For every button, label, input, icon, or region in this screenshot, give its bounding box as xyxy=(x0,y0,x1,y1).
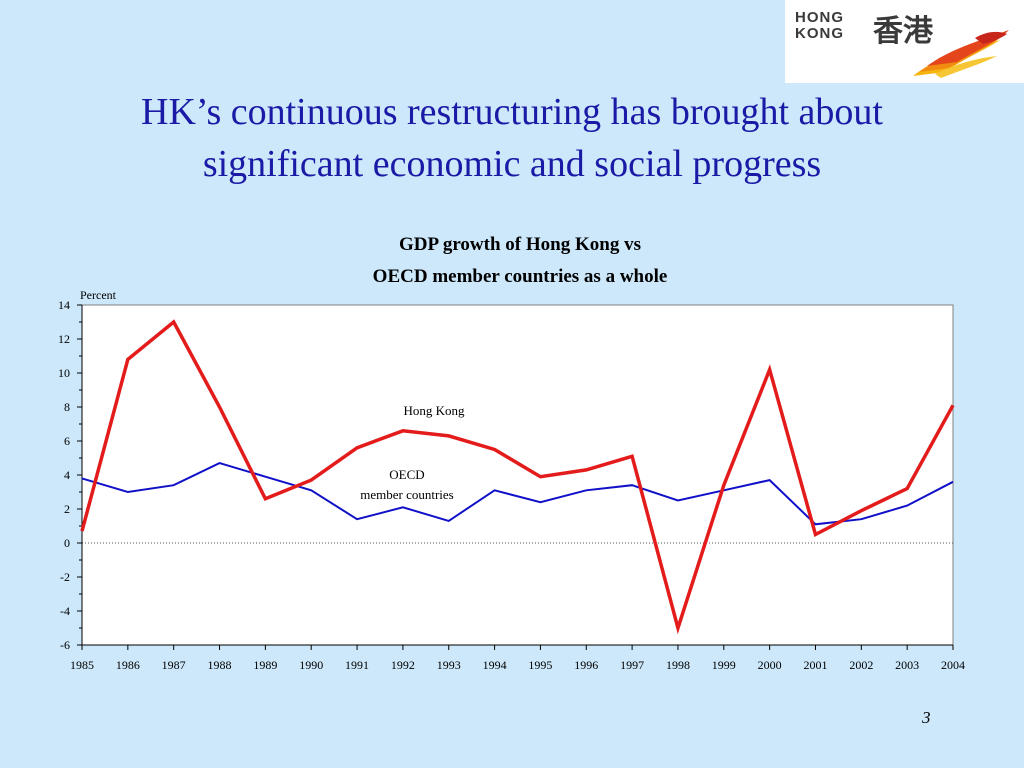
logo-chinese-text: 香港 xyxy=(873,14,933,49)
logo-wordmark: HONG KONG xyxy=(795,10,844,42)
y-tick-label: 8 xyxy=(64,400,70,414)
x-tick-label: 1991 xyxy=(345,658,369,672)
x-tick-label: 1997 xyxy=(620,658,644,672)
dragon-icon xyxy=(913,30,1009,78)
axes: 14 12 10 8 6 4 2 0 -2 -4 -6 Percent 1985 1986 1987 1988… xyxy=(58,288,965,672)
x-tick-label: 1986 xyxy=(116,658,140,672)
x-tick-label: 1989 xyxy=(253,658,277,672)
y-tick-label: 10 xyxy=(58,366,70,380)
plot-area xyxy=(81,304,954,646)
oecd-series-label-line-2: member countries xyxy=(360,487,454,502)
oecd-series-line xyxy=(81,462,954,526)
x-tick-label: 2003 xyxy=(895,658,919,672)
x-tick-label: 1994 xyxy=(483,658,507,672)
x-tick-label: 2002 xyxy=(849,658,873,672)
y-tick-label: 6 xyxy=(64,434,70,448)
y-tick-label: 12 xyxy=(58,332,70,346)
y-tick-label: -2 xyxy=(60,570,70,584)
x-tick-label: 2004 xyxy=(941,658,965,672)
x-tick-label: 1996 xyxy=(574,658,598,672)
x-tick-label: 2001 xyxy=(803,658,827,672)
hong-kong-logo: HONG KONG 香港 xyxy=(785,0,1024,83)
logo-text-hong: HONG xyxy=(795,9,844,26)
hong-kong-series-line xyxy=(80,319,955,635)
logo-text-kong: KONG xyxy=(795,25,844,42)
y-tick-label: 4 xyxy=(64,468,70,482)
y-tick-label: 0 xyxy=(64,536,70,550)
x-tick-label: 1995 xyxy=(528,658,552,672)
y-tick-label: 14 xyxy=(58,298,70,312)
oecd-series-label-line-1: OECD xyxy=(389,467,424,482)
slide-title-line-2: significant economic and social progress xyxy=(202,143,822,185)
chart-title-line-2: OECD member countries as a whole xyxy=(372,266,668,287)
x-tick-label: 1999 xyxy=(712,658,736,672)
slide-title-line-1: HK’s continuous restructuring has brough… xyxy=(141,91,883,133)
y-tick-label: -6 xyxy=(60,638,70,652)
x-tick-label: 1985 xyxy=(70,658,94,672)
slide-title: HK’s continuous restructuring has brough… xyxy=(0,86,1024,190)
series-lines xyxy=(80,319,955,635)
x-tick-label: 1988 xyxy=(208,658,232,672)
y-tick-label: -4 xyxy=(60,604,70,618)
y-axis-label: Percent xyxy=(80,288,117,302)
x-tick-label: 1990 xyxy=(299,658,323,672)
x-tick-label: 2000 xyxy=(758,658,782,672)
annotations: Hong Kong OECD member countries xyxy=(360,403,465,502)
y-tick-label: 2 xyxy=(64,502,70,516)
page-number: 3 xyxy=(922,708,931,727)
hong-kong-series-label: Hong Kong xyxy=(403,403,465,418)
x-tick-label: 1987 xyxy=(162,658,186,672)
x-tick-label: 1992 xyxy=(391,658,415,672)
chart-title-line-1: GDP growth of Hong Kong vs xyxy=(399,234,641,255)
x-tick-label: 1998 xyxy=(666,658,690,672)
chart-title: GDP growth of Hong Kong vs OECD member c… xyxy=(0,229,1024,293)
x-tick-label: 1993 xyxy=(437,658,461,672)
